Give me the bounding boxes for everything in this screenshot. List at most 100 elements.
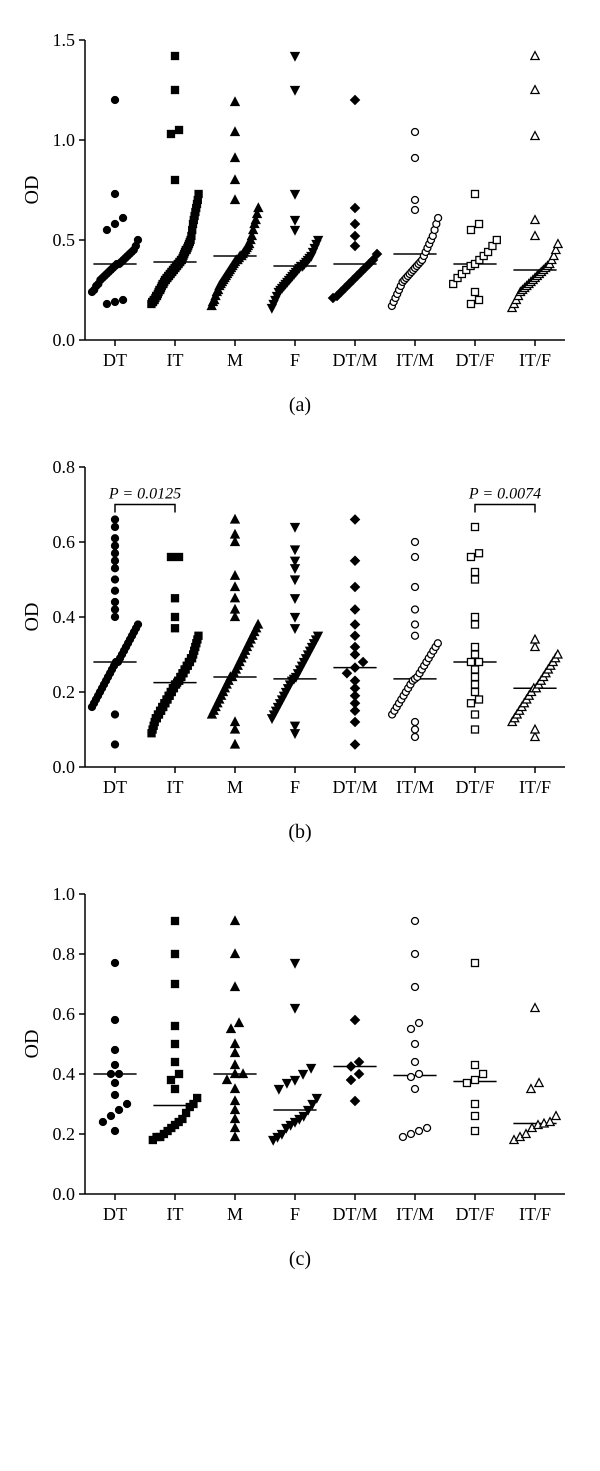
data-point bbox=[412, 984, 419, 991]
data-point bbox=[355, 1070, 364, 1079]
svg-text:1.0: 1.0 bbox=[53, 130, 76, 150]
x-tick-label: DT/F bbox=[455, 1204, 494, 1224]
data-point bbox=[99, 1119, 106, 1126]
data-point bbox=[412, 129, 419, 136]
data-point bbox=[472, 1062, 479, 1069]
data-point bbox=[424, 1125, 431, 1132]
data-point bbox=[103, 301, 110, 308]
data-point bbox=[172, 1086, 179, 1093]
data-point bbox=[195, 632, 202, 639]
data-point bbox=[412, 197, 419, 204]
data-point bbox=[291, 227, 299, 235]
svg-text:0.4: 0.4 bbox=[53, 1064, 76, 1084]
data-point bbox=[351, 663, 360, 672]
svg-text:1.5: 1.5 bbox=[53, 30, 76, 50]
data-point bbox=[231, 571, 239, 579]
data-point bbox=[351, 1097, 360, 1106]
data-point bbox=[531, 52, 539, 60]
data-point bbox=[412, 584, 419, 591]
x-tick-label: DT bbox=[103, 1204, 127, 1224]
data-point bbox=[112, 960, 119, 967]
data-point bbox=[351, 620, 360, 629]
data-point bbox=[535, 1079, 543, 1087]
data-point bbox=[412, 554, 419, 561]
data-point bbox=[359, 658, 368, 667]
x-tick-label: IT/F bbox=[519, 1204, 551, 1224]
x-tick-label: DT bbox=[103, 777, 127, 797]
data-point bbox=[172, 53, 179, 60]
data-point bbox=[351, 232, 360, 241]
data-point bbox=[351, 605, 360, 614]
data-point bbox=[231, 154, 239, 162]
data-point bbox=[172, 1041, 179, 1048]
data-point bbox=[476, 696, 483, 703]
data-point bbox=[351, 740, 360, 749]
data-point bbox=[231, 605, 239, 613]
data-point bbox=[172, 951, 179, 958]
data-point bbox=[291, 546, 299, 554]
data-point bbox=[134, 237, 141, 244]
svg-text:0.0: 0.0 bbox=[53, 330, 76, 350]
x-tick-label: DT/F bbox=[455, 350, 494, 370]
data-point bbox=[351, 1016, 360, 1025]
panel-label: (a) bbox=[20, 394, 580, 417]
x-tick-label: M bbox=[227, 777, 243, 797]
data-point bbox=[407, 1026, 414, 1033]
data-point bbox=[176, 127, 183, 134]
data-point bbox=[112, 221, 119, 228]
data-point bbox=[112, 1092, 119, 1099]
y-axis-label: OD bbox=[21, 176, 43, 205]
data-point bbox=[351, 220, 360, 229]
data-point bbox=[231, 196, 239, 204]
x-tick-label: DT/M bbox=[333, 350, 378, 370]
data-point bbox=[283, 1080, 291, 1088]
data-point bbox=[531, 232, 539, 240]
data-point bbox=[116, 1107, 123, 1114]
data-point bbox=[412, 539, 419, 546]
data-point bbox=[291, 576, 299, 584]
data-point bbox=[116, 1071, 123, 1078]
x-tick-label: IT bbox=[167, 1204, 184, 1224]
data-point bbox=[135, 621, 142, 628]
data-point bbox=[472, 1101, 479, 1108]
data-point bbox=[291, 595, 299, 603]
data-point bbox=[412, 726, 419, 733]
panel-b: 0.00.20.40.60.8ODDTITMFDT/MIT/MDT/FIT/FP… bbox=[20, 447, 580, 844]
data-point bbox=[467, 700, 474, 707]
data-point bbox=[291, 87, 299, 95]
data-point bbox=[412, 155, 419, 162]
data-point bbox=[231, 128, 239, 136]
data-point bbox=[531, 132, 539, 140]
data-point bbox=[291, 1077, 299, 1085]
data-point bbox=[351, 718, 360, 727]
data-point bbox=[412, 632, 419, 639]
data-point bbox=[227, 1025, 235, 1033]
data-point bbox=[231, 917, 239, 925]
data-point bbox=[112, 1080, 119, 1087]
data-point bbox=[231, 538, 239, 546]
data-point bbox=[172, 625, 179, 632]
data-point bbox=[407, 1131, 414, 1138]
data-point bbox=[472, 289, 479, 296]
data-point bbox=[120, 215, 127, 222]
data-point bbox=[231, 740, 239, 748]
data-point bbox=[231, 1106, 239, 1114]
data-point bbox=[231, 718, 239, 726]
data-point bbox=[223, 1076, 231, 1084]
data-point bbox=[351, 583, 360, 592]
significance-label: P = 0.0074 bbox=[468, 486, 541, 503]
data-point bbox=[472, 644, 479, 651]
data-point bbox=[231, 1049, 239, 1057]
chart-svg: 0.00.20.40.60.8ODDTITMFDT/MIT/MDT/FIT/FP… bbox=[20, 447, 580, 807]
data-point bbox=[172, 595, 179, 602]
data-point bbox=[531, 1004, 539, 1012]
data-point bbox=[343, 669, 352, 678]
data-point bbox=[167, 554, 174, 561]
data-point bbox=[291, 625, 299, 633]
svg-text:0.2: 0.2 bbox=[53, 1124, 76, 1144]
data-point bbox=[172, 177, 179, 184]
panel-c: 0.00.20.40.60.81.0ODDTITMFDT/MIT/MDT/FIT… bbox=[20, 874, 580, 1271]
svg-text:0.0: 0.0 bbox=[53, 757, 76, 777]
data-point bbox=[412, 606, 419, 613]
svg-text:0.6: 0.6 bbox=[53, 532, 76, 552]
